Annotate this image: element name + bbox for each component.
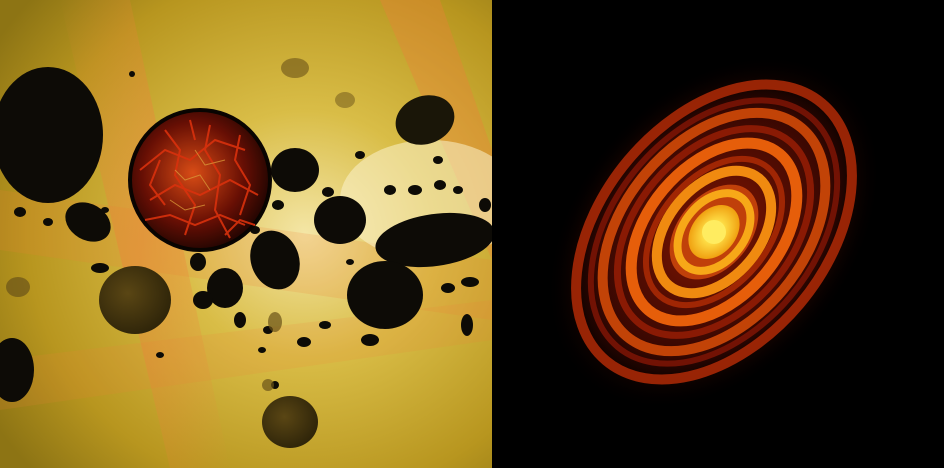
protoplanetary-disk-image	[492, 0, 944, 468]
disk-rings-panel	[492, 0, 944, 468]
debris-illustration-panel	[0, 0, 492, 468]
debris-illustration	[0, 0, 492, 468]
lava-planet	[128, 108, 272, 252]
disk-star	[702, 220, 726, 244]
